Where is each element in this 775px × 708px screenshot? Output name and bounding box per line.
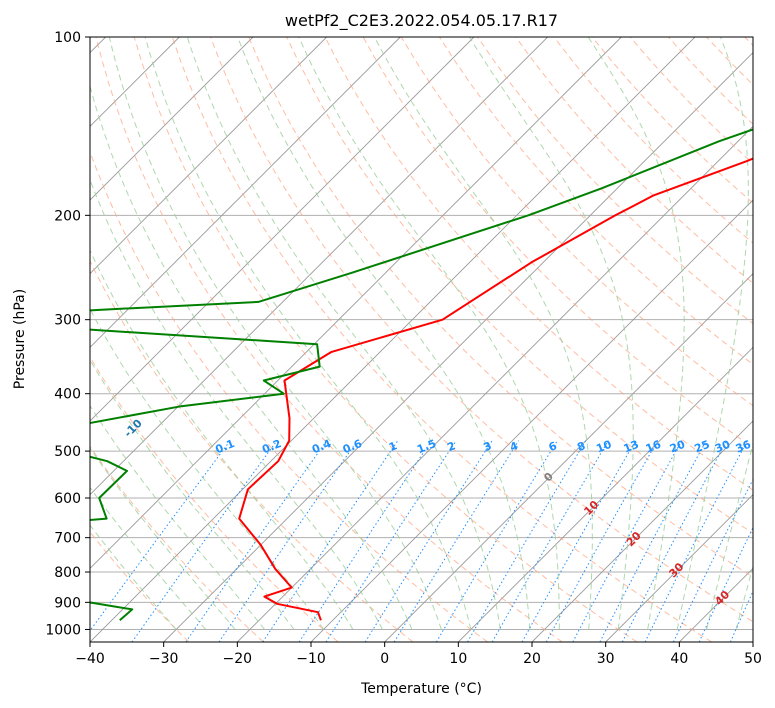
y-tick-label: 500 [54, 444, 81, 460]
isotherm-line [90, 37, 254, 201]
x-tick-label: −20 [223, 651, 253, 667]
y-tick-label: 1000 [45, 622, 81, 638]
x-tick-label: 10 [449, 651, 467, 667]
dry-adiabat-line [133, 37, 638, 642]
x-axis-label: Temperature (°C) [360, 681, 482, 697]
mixing-ratio-line [262, 440, 399, 642]
mixing-ratio-line [467, 440, 587, 642]
isotherm-line [531, 420, 753, 642]
y-tick-label: 600 [54, 491, 81, 507]
moist-adiabat-line [587, 37, 685, 630]
y-axis-label: Pressure (hPa) [12, 289, 28, 389]
mixing-ratio-line [364, 440, 493, 642]
mixing-ratio-label: 36 [734, 438, 753, 456]
mixing-ratio-line [393, 440, 520, 642]
isotherm-line [90, 37, 401, 348]
moist-adiabat-line [90, 447, 236, 630]
axes: −40 −30 −20 −10 0 10 20 30 40 50 100 200 300 400 500 60… [45, 30, 762, 667]
moist-adiabat-line [469, 37, 634, 630]
isotherm-line [384, 273, 753, 642]
x-tick-label: 20 [523, 651, 541, 667]
isotherm-line [605, 494, 753, 642]
x-tick-label: 50 [744, 651, 762, 667]
dry-adiabat-line [515, 37, 753, 284]
y-tick-label: 800 [54, 565, 81, 581]
moist-adiabat-line [90, 84, 413, 630]
dry-adiabat-line [171, 37, 712, 642]
y-tick-label: 100 [54, 30, 81, 46]
dry-adiabat-line [95, 37, 563, 642]
chart-title: wetPf2_C2E3.2022.054.05.17.R17 [285, 11, 558, 31]
isotherm-line [163, 52, 753, 642]
mixing-ratio-label: 25 [693, 438, 712, 456]
moist-adiabat-line [706, 441, 753, 630]
x-tick-label: −10 [296, 651, 326, 667]
mixing-ratio-label: 20 [668, 438, 687, 456]
mixing-ratio-label: 16 [644, 438, 663, 456]
y-tick-label: 200 [54, 208, 81, 224]
mixing-ratio-label: 1 [387, 439, 399, 454]
moist-adiabat-line [90, 486, 207, 630]
mixing-ratio-line [90, 440, 231, 632]
dewpoint-line [90, 128, 753, 622]
mixing-ratio-line [491, 440, 609, 642]
mixing-ratio-line [435, 440, 558, 642]
x-tick-label: −40 [75, 651, 105, 667]
moist-adiabat-line [108, 37, 442, 630]
moist-adiabat-line [90, 358, 295, 630]
mixing-ratio-label: 13 [622, 438, 641, 456]
dry-adiabat-line [248, 37, 753, 578]
mixing-ratio-label: 2 [445, 439, 457, 454]
mixing-ratio-line [572, 440, 683, 642]
dry-adiabat-line [90, 259, 414, 642]
dry-adiabat-line [286, 37, 753, 534]
isotherm-line [90, 37, 622, 569]
y-tick-label: 700 [54, 531, 81, 547]
mixing-ratio-line [521, 440, 637, 642]
moist-adiabat-line [735, 564, 753, 630]
moist-adiabat-line [237, 37, 531, 630]
mixing-ratio-line [131, 440, 278, 642]
mixing-ratio-line [185, 440, 328, 642]
mixing-ratio-label: 3 [481, 439, 493, 454]
profile-lines [90, 128, 753, 622]
x-tick-label: 30 [597, 651, 615, 667]
moist-adiabat-line [90, 524, 177, 630]
isotherm-line [237, 125, 753, 642]
mixing-ratio-label: 8 [575, 439, 587, 454]
y-tick-label: 400 [54, 387, 81, 403]
moist-adiabat-line [676, 37, 749, 630]
mixing-ratio-line [298, 440, 432, 642]
isotherm-line [90, 37, 475, 422]
dry-adiabat-line [90, 356, 339, 642]
x-tick-label: 40 [670, 651, 688, 667]
x-tick-label: −30 [149, 651, 179, 667]
isotherm-line [90, 37, 327, 275]
mixing-ratio-line [672, 478, 753, 642]
dry-adiabat-line [210, 37, 753, 623]
mixing-ratio-line [644, 440, 748, 642]
dry-adiabat-line [324, 37, 753, 491]
moist-adiabat-line [298, 37, 560, 630]
mixing-ratio-line [545, 440, 659, 642]
moist-adiabat-line [90, 249, 354, 630]
mixing-ratio-label: 10 [594, 438, 613, 456]
moist-adiabat-line [144, 37, 472, 630]
isotherm-line [458, 346, 753, 642]
temperature-line [238, 157, 753, 621]
mixing-ratio-line [325, 440, 457, 642]
x-tick-label: 0 [380, 651, 389, 667]
moist-adiabat-line [374, 37, 593, 630]
dry-adiabat-line [90, 445, 264, 642]
moist-adiabat-line [90, 404, 265, 630]
y-tick-label: 900 [54, 595, 81, 611]
moist-adiabat-line [186, 37, 501, 630]
y-tick-label: 300 [54, 313, 81, 329]
mixing-ratio-label: 30 [713, 438, 732, 456]
moist-adiabat-line [90, 308, 324, 630]
plot-frame [89, 36, 754, 643]
